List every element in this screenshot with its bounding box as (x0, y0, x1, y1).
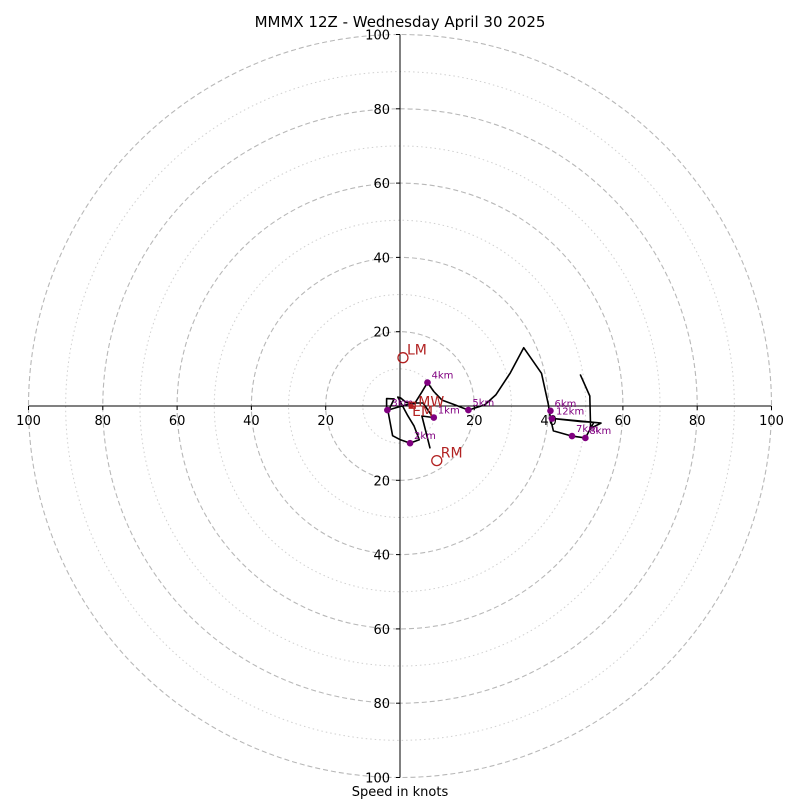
y-tick-label: 20 (373, 474, 390, 489)
y-tick-label: 80 (373, 697, 390, 712)
height-marker-5km (465, 406, 472, 414)
x-tick-label: 80 (689, 414, 706, 429)
y-tick-label: 40 (373, 251, 390, 266)
motion-marker-label: LM (407, 343, 427, 359)
motion-marker-label: MW (418, 394, 444, 410)
height-marker-6km (547, 407, 554, 415)
height-marker-label: 1km (438, 406, 460, 417)
height-marker-12km (548, 415, 556, 422)
height-marker-4km (424, 379, 431, 386)
y-tick-labels: 100 80 60 40 20 20 40 60 80 100 (365, 29, 400, 787)
x-tick-label: 100 (759, 414, 784, 429)
motion-marker-lm (397, 352, 409, 364)
motion-marker-label: RM (441, 446, 463, 462)
height-marker-3km (384, 406, 391, 414)
height-marker-label: 4km (431, 371, 453, 382)
x-tick-label: 40 (540, 414, 557, 429)
y-tick-label: 20 (373, 326, 390, 341)
y-tick-label: 100 (365, 29, 390, 44)
y-tick-label: 100 (365, 772, 390, 787)
height-marker-label: 6km (554, 399, 576, 410)
y-tick-label: 60 (373, 623, 390, 638)
height-marker-label: 12km (556, 407, 584, 418)
height-marker-label: 7km (576, 424, 598, 435)
x-axis-label: Speed in knots (352, 785, 449, 800)
x-tick-label: 80 (95, 414, 112, 429)
x-tick-label: 20 (317, 414, 334, 429)
height-marker-2km (406, 439, 414, 447)
motion-marker-em (408, 403, 414, 409)
x-tick-label: 40 (243, 414, 260, 429)
x-tick-label: 100 (16, 414, 41, 429)
height-marker-label: 3km (391, 398, 413, 409)
y-tick-label: 40 (373, 549, 390, 564)
x-tick-label: 20 (466, 414, 483, 429)
height-marker-8km (582, 434, 589, 442)
x-tick-labels: 100 80 60 40 20 20 40 60 80 100 (16, 406, 784, 429)
height-marker-label: 8km (589, 426, 611, 437)
height-marker-label: 2km (414, 431, 436, 442)
x-tick-label: 60 (169, 414, 186, 429)
height-marker-label: 5km (472, 398, 494, 409)
motion-marker-label: EM (412, 404, 433, 420)
y-tick-label: 80 (373, 103, 390, 118)
chart-title: MMMX 12Z - Wednesday April 30 2025 (255, 13, 546, 31)
motion-marker-rm (431, 454, 443, 467)
x-tick-label: 60 (615, 414, 632, 429)
height-marker-1km (430, 414, 438, 421)
height-marker-7km (568, 432, 576, 440)
y-tick-label: 60 (373, 177, 390, 192)
